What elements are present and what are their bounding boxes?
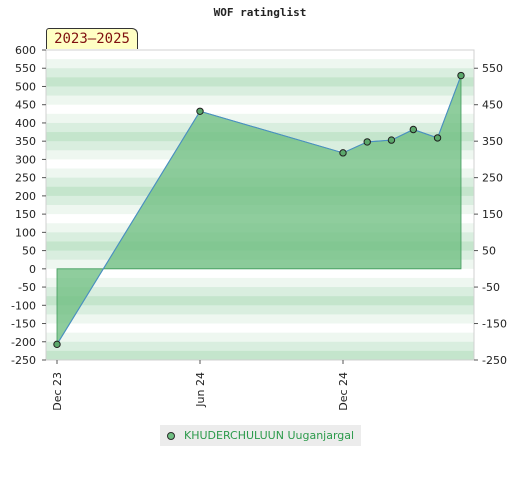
data-point xyxy=(457,71,465,80)
background-band xyxy=(46,296,474,306)
series-line xyxy=(56,75,462,345)
y-tick-label: -200 xyxy=(11,336,36,349)
y2-tick-label: -250 xyxy=(482,354,507,367)
x-tick-label: Jun 24 xyxy=(194,372,207,408)
background-band xyxy=(46,332,474,343)
data-point xyxy=(339,149,347,157)
background-band xyxy=(46,350,474,361)
data-point xyxy=(387,136,396,144)
data-points xyxy=(53,71,465,349)
background-band xyxy=(46,95,474,106)
background-band xyxy=(46,341,474,352)
y-tick-label: -50 xyxy=(18,281,36,294)
data-point xyxy=(409,125,418,134)
period-badge: 2023–2025 xyxy=(46,28,138,49)
y-tick-label: -100 xyxy=(11,299,36,312)
background-band xyxy=(46,305,474,315)
y-tick-label: 100 xyxy=(15,226,36,239)
background-band xyxy=(46,86,474,97)
y-tick-label: 600 xyxy=(15,44,36,57)
background-band xyxy=(46,323,474,334)
background-band xyxy=(46,287,474,297)
background-band xyxy=(46,104,474,115)
y2-tick-label: 550 xyxy=(482,62,503,75)
y-tick-label: -150 xyxy=(11,318,36,331)
background-band xyxy=(46,277,474,288)
y-tick-label: 550 xyxy=(15,62,36,75)
background-band xyxy=(46,314,474,325)
legend-label: KHUDERCHULUUN Uuganjargal xyxy=(184,429,355,442)
y-tick-label: 450 xyxy=(15,99,36,112)
background-band xyxy=(46,113,474,124)
axes: 600550500450400350300250200150100500-50-… xyxy=(11,44,507,411)
background-band xyxy=(46,68,474,78)
y2-tick-label: -50 xyxy=(482,281,500,294)
x-tick-label: Dec 23 xyxy=(51,372,64,411)
background-band xyxy=(46,77,474,87)
legend-marker-icon xyxy=(167,432,175,440)
y-tick-label: 0 xyxy=(29,263,36,276)
y2-tick-label: 450 xyxy=(482,99,503,112)
y-tick-label: 50 xyxy=(22,245,36,258)
y-tick-label: 400 xyxy=(15,117,36,130)
background-band xyxy=(46,59,474,69)
data-point xyxy=(433,134,442,142)
chart-title: WOF ratinglist xyxy=(213,6,307,19)
background-band xyxy=(46,268,474,279)
legend: KHUDERCHULUUN Uuganjargal xyxy=(160,425,361,446)
plot-border xyxy=(45,49,475,361)
data-point xyxy=(53,340,61,349)
y-tick-label: 350 xyxy=(15,135,36,148)
y2-tick-label: 350 xyxy=(482,135,503,148)
background-band xyxy=(46,122,474,133)
y2-tick-label: 50 xyxy=(482,245,496,258)
y-tick-label: 200 xyxy=(15,190,36,203)
y2-tick-label: 250 xyxy=(482,172,503,185)
y-tick-label: -250 xyxy=(11,354,36,367)
data-point xyxy=(196,107,204,115)
y-tick-label: 300 xyxy=(15,153,36,166)
y2-tick-label: 150 xyxy=(482,208,503,221)
y-tick-label: 250 xyxy=(15,172,36,185)
x-tick-label: Dec 24 xyxy=(337,372,350,411)
background-band xyxy=(46,50,474,60)
y-tick-label: 150 xyxy=(15,208,36,221)
y2-tick-label: -150 xyxy=(482,318,507,331)
data-point xyxy=(363,138,371,146)
y-tick-label: 500 xyxy=(15,80,36,93)
